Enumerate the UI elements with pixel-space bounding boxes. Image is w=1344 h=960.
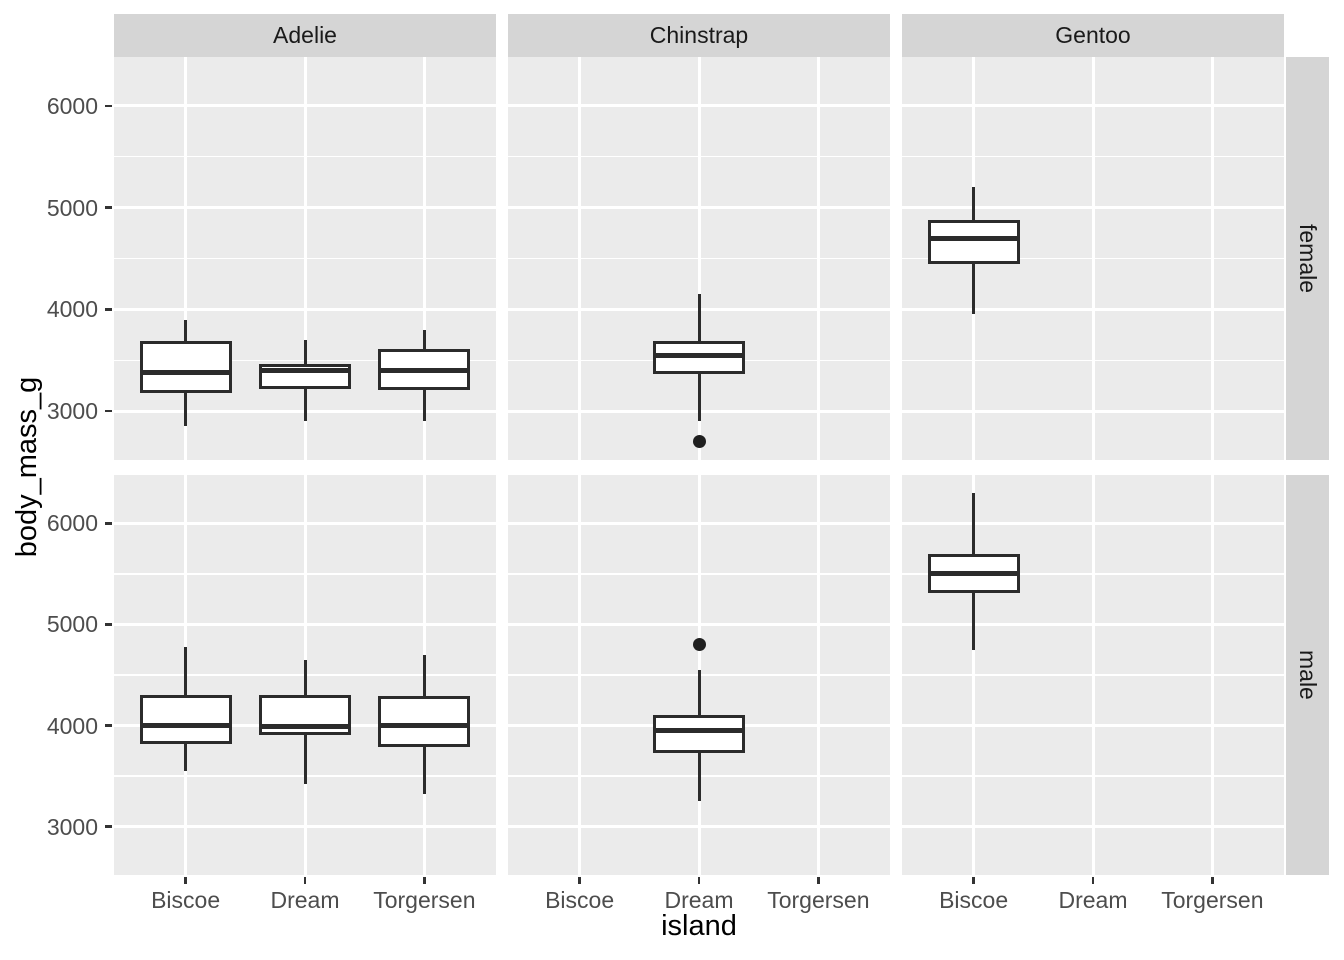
gridline-major-vertical <box>816 475 820 875</box>
y-tick-label: 5000 <box>46 611 98 638</box>
gridline-major-vertical <box>697 57 701 460</box>
y-axis-tick-mark <box>105 104 112 108</box>
gridline-major-vertical <box>578 57 582 460</box>
x-tick-label: Biscoe <box>939 887 1009 913</box>
boxplot-median-line <box>378 367 471 373</box>
y-axis-tick-mark <box>105 206 112 209</box>
y-tick-label: 3000 <box>46 398 98 425</box>
x-tick-label: Dream <box>1058 887 1128 913</box>
x-tick-label: Dream <box>270 887 340 913</box>
x-axis-tick-mark <box>578 877 581 884</box>
y-axis-tick-mark <box>105 623 112 626</box>
y-tick-label: 5000 <box>46 194 98 221</box>
x-axis-tick-mark <box>972 877 975 884</box>
boxplot-median-line <box>653 728 745 734</box>
y-axis-tick-mark <box>105 308 112 311</box>
x-tick-label: Torgersen <box>1161 887 1264 913</box>
boxplot-median-line <box>259 367 351 373</box>
x-axis-tick-mark <box>1091 877 1095 884</box>
y-axis-tick-mark <box>105 825 112 828</box>
boxplot-median-line <box>259 724 351 730</box>
x-axis-tick-mark <box>697 877 701 884</box>
gridline-major-vertical <box>578 475 582 875</box>
y-tick-label: 4000 <box>46 296 98 323</box>
gridline-major-vertical <box>422 57 426 460</box>
boxplot-median-line <box>927 235 1020 241</box>
boxplot-median-line <box>927 571 1020 577</box>
facet-strip-chinstrap: Chinstrap <box>508 14 890 57</box>
gridline-major-vertical <box>1210 475 1214 875</box>
boxplot-box <box>139 340 232 393</box>
x-axis-tick-mark <box>303 877 307 884</box>
facet-strip-label: Chinstrap <box>649 22 749 48</box>
x-axis-tick-mark <box>817 877 820 884</box>
boxplot-median-line <box>653 352 745 358</box>
facet-strip-adelie: Adelie <box>114 14 496 57</box>
x-axis-title: island <box>661 910 737 942</box>
gridline-major-vertical <box>184 57 188 460</box>
facet-strip-male: male <box>1286 475 1329 875</box>
boxplot-box <box>927 220 1020 264</box>
x-tick-label: Dream <box>664 887 734 913</box>
x-tick-label: Biscoe <box>545 887 615 913</box>
y-tick-label: 6000 <box>46 92 98 119</box>
boxplot-box <box>378 696 471 747</box>
y-axis-tick-mark <box>105 724 112 727</box>
x-axis-tick-mark <box>1211 877 1214 884</box>
facet-strip-female: female <box>1286 57 1329 460</box>
gridline-major-vertical <box>972 475 976 875</box>
x-tick-label: Torgersen <box>373 887 476 913</box>
y-axis-tick-mark <box>105 409 112 413</box>
facet-strip-label: Gentoo <box>1055 22 1131 48</box>
boxplot-median-line <box>139 370 232 376</box>
boxplot-box <box>139 694 232 745</box>
boxplot-box <box>653 715 745 753</box>
x-tick-label: Torgersen <box>767 887 870 913</box>
boxplot-outlier-point <box>692 638 706 652</box>
boxplot-median-line <box>378 723 471 728</box>
x-axis-tick-mark <box>184 877 187 884</box>
facet-strip-label: female <box>1295 223 1321 294</box>
gridline-major-vertical <box>303 57 307 460</box>
gridline-major-vertical <box>1210 57 1214 460</box>
x-tick-label: Biscoe <box>151 887 221 913</box>
facet-strip-label: Adelie <box>273 22 337 48</box>
facet-strip-gentoo: Gentoo <box>902 14 1284 57</box>
x-axis-tick-mark <box>423 877 426 884</box>
facet-strip-label: male <box>1295 650 1321 700</box>
y-tick-label: 6000 <box>46 510 98 537</box>
gridline-major-vertical <box>1091 57 1095 460</box>
y-axis-tick-mark <box>105 522 112 525</box>
gridline-major-vertical <box>1091 475 1095 875</box>
boxplot-median-line <box>139 723 232 728</box>
gridline-major-vertical <box>816 57 820 460</box>
y-tick-label: 3000 <box>46 813 98 840</box>
y-tick-label: 4000 <box>46 712 98 739</box>
boxplot-outlier-point <box>692 435 706 449</box>
